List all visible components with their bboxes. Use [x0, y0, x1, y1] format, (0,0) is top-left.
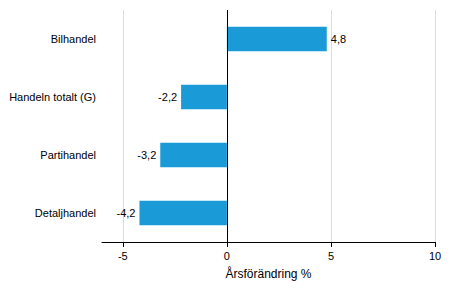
svg-text:-5: -5 — [118, 250, 128, 262]
svg-text:10: 10 — [429, 250, 441, 262]
svg-text:5: 5 — [328, 250, 334, 262]
svg-text:-2,2: -2,2 — [158, 91, 177, 103]
svg-text:-3,2: -3,2 — [137, 149, 156, 161]
svg-text:Årsförändring %: Årsförändring % — [225, 266, 311, 281]
svg-text:Handeln totalt (G): Handeln totalt (G) — [9, 91, 96, 103]
svg-text:Partihandel: Partihandel — [40, 149, 96, 161]
svg-text:Bilhandel: Bilhandel — [51, 33, 96, 45]
svg-text:Detaljhandel: Detaljhandel — [35, 207, 96, 219]
svg-text:4,8: 4,8 — [331, 33, 346, 45]
svg-text:0: 0 — [224, 250, 230, 262]
svg-text:-4,2: -4,2 — [116, 207, 135, 219]
